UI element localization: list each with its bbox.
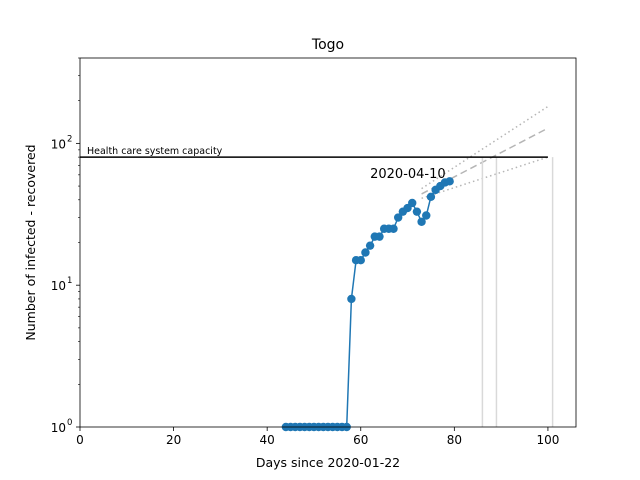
- x-axis-ticks: 0 20 40 60 80 100: [76, 427, 559, 447]
- y-tick-label: 10: [51, 421, 66, 435]
- threshold-date-markers: [481, 157, 554, 427]
- y-tick-label: 10: [51, 137, 66, 151]
- y-tick-exponent: 1: [67, 276, 72, 286]
- data-point: [347, 294, 356, 304]
- data-point: [426, 192, 436, 202]
- data-point: [361, 248, 370, 257]
- y-tick-label: 10: [51, 279, 66, 293]
- data-point: [389, 224, 398, 233]
- data-point: [412, 207, 422, 216]
- x-tick-label: 20: [166, 433, 181, 447]
- y-axis-label: Number of infected - recovered: [23, 144, 38, 340]
- x-tick-label: 80: [447, 433, 462, 447]
- chart-title: Togo: [311, 37, 344, 53]
- y-tick-exponent: 0: [67, 418, 72, 428]
- data-point: [393, 213, 403, 222]
- y-tick-exponent: 2: [67, 134, 72, 144]
- data-point: [417, 217, 426, 226]
- date-annotation: 2020-04-10: [370, 167, 446, 182]
- data-point: [422, 211, 431, 220]
- data-point: [365, 241, 375, 250]
- series-points: [281, 177, 454, 432]
- capacity-label: Health care system capacity: [87, 146, 223, 157]
- data-point: [375, 232, 384, 241]
- data-point: [408, 198, 417, 208]
- x-tick-label: 0: [76, 433, 84, 447]
- x-axis-label: Days since 2020-01-22: [256, 455, 400, 470]
- x-tick-label: 40: [260, 433, 275, 447]
- data-point: [356, 256, 365, 265]
- data-point: [445, 177, 454, 186]
- x-tick-label: 100: [536, 433, 559, 447]
- plot-frame: [79, 57, 577, 428]
- x-tick-label: 60: [353, 433, 368, 447]
